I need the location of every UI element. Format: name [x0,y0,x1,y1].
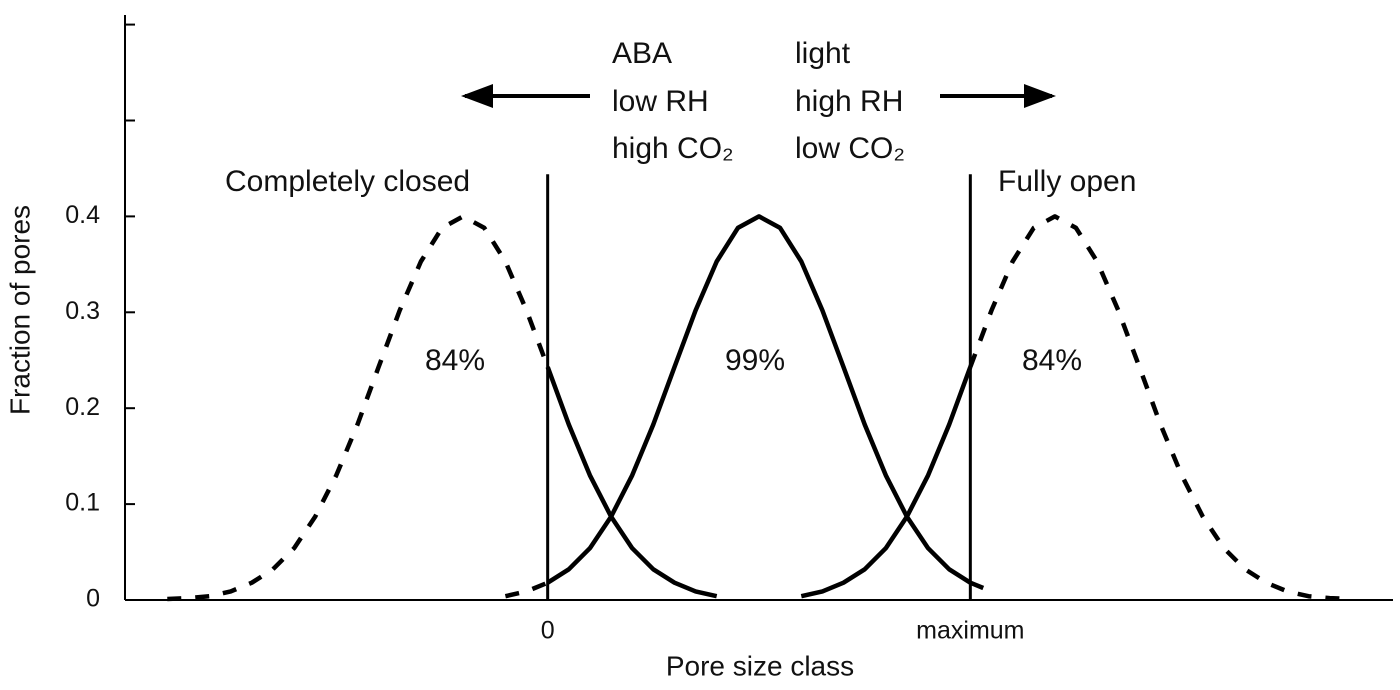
dashed-curve [167,214,550,602]
dashed-curve [968,214,1351,602]
y-axis-label: Fraction of pores [4,205,35,415]
solid-curve [545,366,718,599]
solid-curve [800,366,973,599]
x-axis-label: Pore size class [666,650,854,681]
annotation: high RH [795,85,903,118]
annotation: 99% [725,344,785,377]
annotation: 84% [425,344,485,377]
annotation: Completely closed [225,165,470,198]
x-tick-label: 0 [541,617,555,645]
annotation: low RH [612,85,709,118]
annotation: high CO₂ [612,132,734,165]
y-tick-label: 0.1 [65,489,100,517]
x-tick-label: maximum [916,617,1024,645]
solid-curve [546,214,972,585]
annotation: Fully open [998,165,1136,198]
dashed-curve [969,580,993,594]
annotation: low CO₂ [795,132,905,165]
annotation: light [795,37,851,70]
y-tick-label: 0.2 [65,393,100,421]
y-tick-label: 0 [86,585,100,613]
annotation: ABA [612,37,672,70]
y-tick-label: 0.3 [65,297,100,325]
annotation: 84% [1022,344,1082,377]
dashed-curve [504,580,549,599]
y-tick-label: 0.4 [65,201,100,229]
